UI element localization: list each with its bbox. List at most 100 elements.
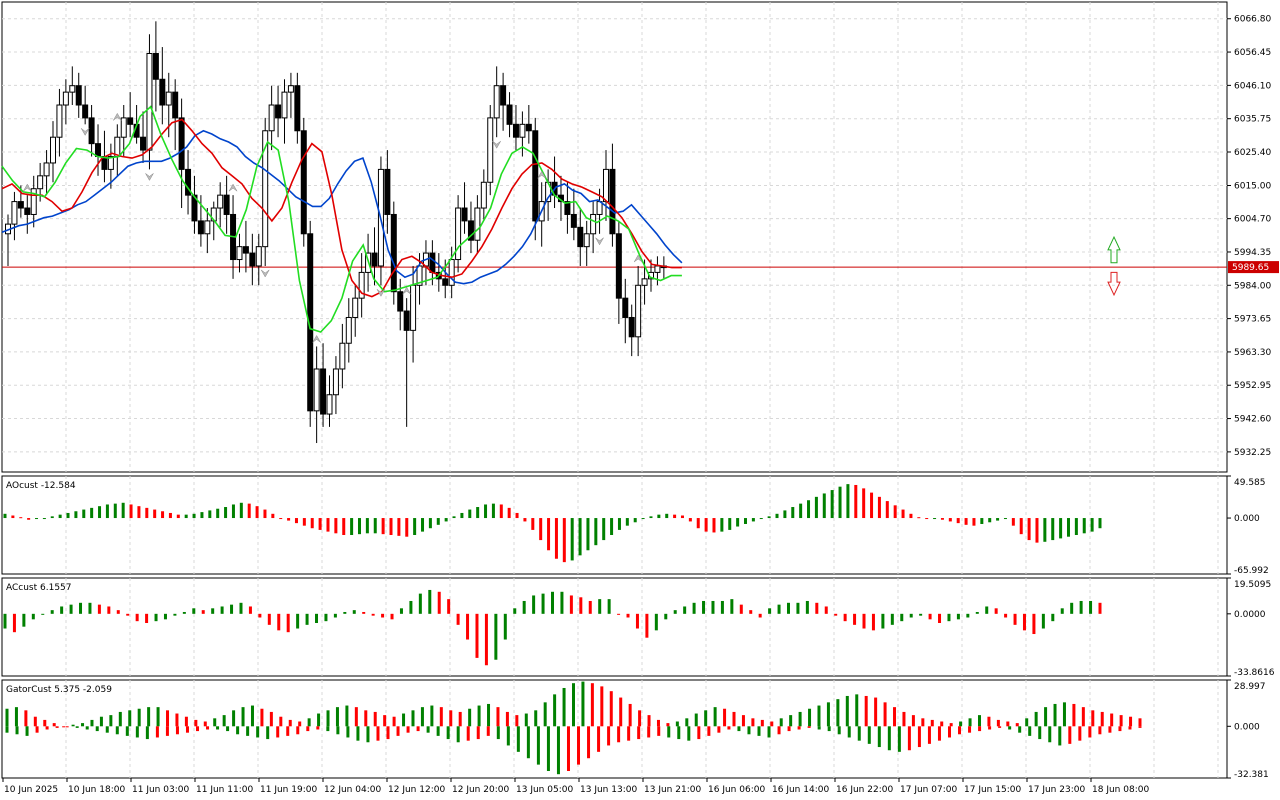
histogram-bar: [966, 613, 970, 618]
histogram-bar: [1059, 518, 1063, 539]
histogram-bar: [200, 512, 204, 519]
candle-body: [50, 136, 57, 164]
gator-bar-lower: [556, 726, 560, 775]
candle-body: [204, 220, 211, 235]
gator-bar-upper: [203, 721, 207, 727]
gator-bar-upper: [364, 710, 368, 727]
y-tick-label: 0.0000: [1234, 610, 1266, 620]
gator-bar-upper: [137, 708, 141, 727]
price-panel[interactable]: [1, 21, 1227, 444]
gator-bar-upper: [5, 708, 9, 727]
gator-bar-lower: [416, 726, 420, 732]
gator-bar-lower: [266, 726, 270, 740]
gator-bar-lower: [1128, 726, 1132, 730]
candle-body: [590, 213, 597, 235]
gator-bar-upper: [770, 721, 774, 727]
gator-bar-lower: [386, 726, 390, 740]
histogram-bar: [720, 518, 724, 532]
candle-body: [609, 168, 616, 235]
gator-bar-upper: [760, 719, 764, 727]
histogram-bar: [838, 486, 842, 519]
gator-bar-upper: [704, 710, 708, 727]
gator-bar-upper: [439, 707, 443, 727]
candle-body: [564, 201, 571, 215]
gator-bar-lower: [797, 726, 801, 730]
histogram-bar: [230, 604, 234, 614]
histogram-bar: [371, 613, 375, 616]
candle-body: [332, 368, 339, 396]
ac-panel[interactable]: [3, 589, 1102, 666]
gator-bar-lower: [486, 726, 490, 736]
x-tick-label: 12 Jun 20:00: [452, 785, 509, 795]
gator-bar-lower: [817, 726, 821, 730]
histogram-bar: [137, 506, 141, 519]
histogram-bar: [673, 514, 677, 519]
gator-bar-upper: [949, 723, 953, 727]
candle-body: [442, 278, 449, 286]
y-tick-label: 6035.75: [1234, 115, 1271, 125]
gator-title: GatorCust 5.375 -2.059: [6, 685, 112, 695]
candle-body: [281, 91, 288, 119]
histogram-bar: [1079, 600, 1083, 614]
histogram-bar: [27, 518, 31, 520]
gator-bar-lower: [677, 726, 681, 740]
gator-bar-lower: [1138, 726, 1142, 728]
gator-bar-upper: [90, 719, 94, 727]
histogram-bar: [1043, 518, 1047, 542]
histogram-bar: [381, 518, 385, 535]
histogram-bar: [730, 599, 734, 614]
histogram-bar: [173, 613, 177, 616]
ma-line-red: [1, 118, 682, 298]
histogram-bar: [287, 518, 291, 521]
gator-bar-upper: [647, 715, 651, 727]
gator-bar-upper: [515, 715, 519, 727]
gator-bar-lower: [135, 726, 139, 738]
gator-bar-lower: [376, 726, 380, 741]
candle-body: [416, 265, 423, 286]
gator-bar-upper: [241, 707, 245, 727]
histogram-bar: [877, 496, 881, 519]
candle-body: [474, 207, 481, 241]
candle-body: [159, 78, 166, 106]
gator-bar-lower: [988, 726, 992, 730]
gator-bar-lower: [968, 726, 972, 733]
histogram-bar: [475, 613, 479, 658]
histogram-bar: [617, 613, 621, 615]
gator-bar-lower: [978, 726, 982, 732]
histogram-bar: [98, 506, 102, 519]
histogram-bar: [294, 518, 298, 524]
gator-bar-upper: [222, 715, 226, 727]
histogram-bar: [220, 606, 224, 614]
histogram-bar: [626, 613, 630, 618]
gator-panel[interactable]: [5, 681, 1142, 775]
y-tick-label: 6066.80: [1234, 15, 1271, 25]
gator-bar-upper: [1053, 703, 1057, 727]
histogram-bar: [428, 589, 432, 614]
histogram-bar: [69, 604, 73, 614]
ao-panel[interactable]: [3, 484, 1102, 563]
gator-bar-upper: [147, 707, 151, 727]
candle-body: [30, 188, 37, 215]
candle-body: [146, 53, 153, 151]
histogram-bar: [315, 613, 319, 624]
histogram-bar: [1070, 602, 1074, 614]
histogram-bar: [688, 518, 692, 522]
histogram-bar: [641, 518, 645, 520]
histogram-bar: [980, 518, 984, 524]
gator-bar-upper: [1072, 703, 1076, 727]
gator-bar-upper: [836, 699, 840, 727]
gator-bar-lower: [777, 726, 781, 735]
candle-body: [532, 130, 539, 222]
candle-body: [500, 85, 507, 106]
panel-frame-price: [1, 1, 1228, 473]
candle-body: [384, 168, 391, 215]
candle-body: [654, 265, 661, 273]
candle-body: [345, 316, 352, 344]
y-tick-label: 6025.40: [1234, 148, 1271, 158]
histogram-bar: [1051, 518, 1055, 541]
gator-bar-lower: [25, 726, 29, 736]
gator-bar-upper: [845, 695, 849, 727]
histogram-bar: [409, 600, 413, 614]
y-tick-label: 5932.25: [1234, 448, 1271, 458]
